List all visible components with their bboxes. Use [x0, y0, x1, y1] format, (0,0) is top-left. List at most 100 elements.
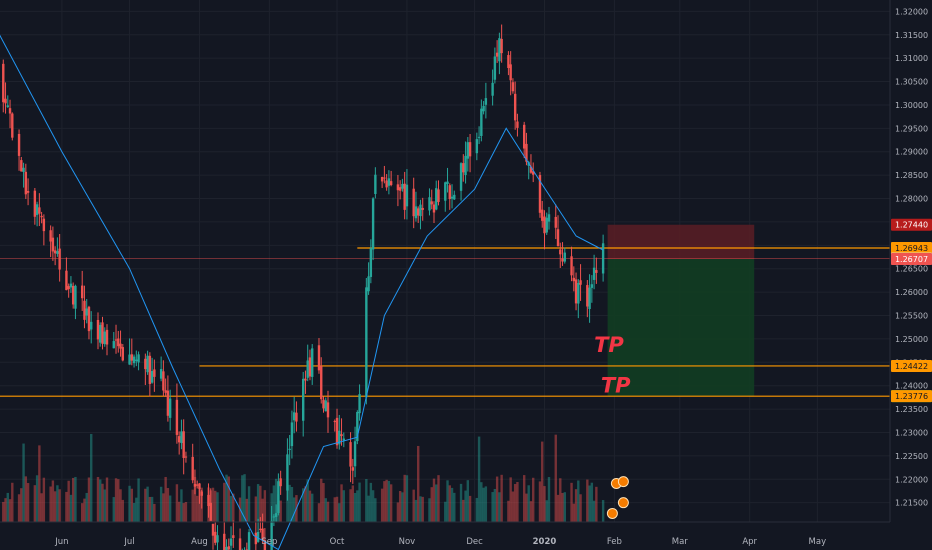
y-tick-label: 1.28000 [895, 195, 928, 204]
time-axis[interactable]: Jun Jul Aug Sep Oct Nov Dec 2020 Feb Mar Apr May [0, 521, 890, 547]
volume-bar [71, 477, 75, 522]
volume-bar [482, 487, 485, 522]
volume-bar [274, 478, 278, 522]
volume-bar [320, 478, 323, 522]
volume-bar [380, 488, 384, 522]
reward-zone[interactable] [607, 259, 755, 397]
volume-bar [304, 486, 307, 522]
candle-body [349, 442, 352, 467]
volume-bar [177, 501, 181, 522]
candle-body [595, 270, 598, 273]
volume-bar [254, 496, 258, 522]
candle-body [4, 98, 7, 104]
candle-body [601, 243, 605, 274]
volume-bar [462, 499, 465, 522]
candle-body [450, 196, 454, 199]
x-tick-label: Dec [466, 537, 483, 547]
event-icons[interactable] [606, 476, 629, 519]
candle-body [177, 436, 181, 443]
y-tick-label: 1.28500 [895, 171, 928, 180]
tp2-annotation[interactable]: TP [601, 373, 631, 397]
position-tool[interactable] [607, 224, 755, 397]
volume-bar [522, 475, 526, 522]
tp1-price-label: 1.24422 [891, 359, 932, 372]
volume-bar [579, 494, 582, 522]
candle-body [90, 321, 93, 330]
volume-bar [385, 479, 388, 522]
volume-bar [459, 483, 463, 522]
candle-body [570, 256, 573, 276]
risk-zone[interactable] [607, 224, 755, 260]
volume-bar [572, 503, 576, 522]
x-tick-label: Sep [261, 537, 277, 547]
candle-body [405, 184, 409, 207]
volume-bar [256, 484, 260, 522]
volume-bar [180, 489, 183, 522]
candle-body [295, 412, 298, 422]
volume-bar [475, 497, 479, 522]
volume-bar [419, 496, 422, 522]
volume-bar [412, 489, 415, 522]
volume-bar [117, 479, 120, 522]
annotations[interactable]: TP TP [594, 333, 631, 397]
volume-bar [601, 500, 605, 522]
candle-body [374, 174, 377, 194]
candle-body [401, 183, 404, 189]
candle-body [414, 206, 418, 219]
y-tick-label: 1.29000 [895, 148, 928, 157]
volume-bar [241, 475, 244, 522]
event-icon[interactable] [606, 507, 618, 519]
event-icon[interactable] [617, 497, 629, 509]
volume-bar [547, 477, 551, 522]
y-tick-label: 1.22000 [895, 475, 928, 484]
candle-body [8, 108, 12, 114]
tp1-annotation[interactable]: TP [594, 333, 624, 357]
volume-bar [559, 478, 562, 522]
candle-body [448, 185, 451, 200]
volume-bar [468, 495, 472, 522]
candle-body [446, 181, 449, 184]
candle-body [353, 441, 357, 467]
volume-bar [65, 491, 68, 522]
volume-bar [311, 493, 314, 522]
candle-body [356, 412, 359, 442]
candle-body [114, 339, 118, 341]
candle-body [324, 400, 327, 412]
volume-bar [335, 496, 339, 522]
volume-bar [435, 484, 438, 522]
volume-bar [232, 493, 235, 522]
x-tick-label: Jul [123, 537, 134, 547]
x-tick-label: Jun [54, 537, 68, 547]
horizontal-lines[interactable] [0, 247, 890, 397]
x-tick-label: Oct [330, 537, 345, 547]
candle-body [182, 431, 185, 458]
candle-body [538, 175, 542, 213]
y-tick-label: 1.21500 [895, 499, 928, 508]
candle-body [320, 366, 323, 400]
tp2-price-label-bg [891, 390, 932, 403]
volume-bar [214, 490, 217, 522]
volume-bar [182, 503, 185, 522]
volume-bar [301, 488, 305, 522]
volume-bar [292, 497, 296, 522]
volume-bar [403, 474, 406, 522]
event-icon[interactable] [617, 476, 629, 488]
volume-bar [484, 486, 488, 522]
candle-body [586, 285, 589, 307]
candle-body [459, 163, 463, 191]
volume-bar [223, 482, 226, 522]
candle-body [387, 178, 391, 186]
stop-price-label-bg [891, 218, 932, 231]
candle-body [198, 483, 201, 489]
candle-body [335, 417, 339, 446]
candle-body [144, 358, 147, 370]
x-tick-label: Nov [399, 537, 416, 547]
volume-bar [259, 485, 262, 522]
candle-body [477, 136, 481, 138]
candle-body [33, 190, 37, 217]
candle-body [286, 454, 289, 491]
volume-bar [114, 478, 118, 522]
candle-body [579, 280, 582, 285]
